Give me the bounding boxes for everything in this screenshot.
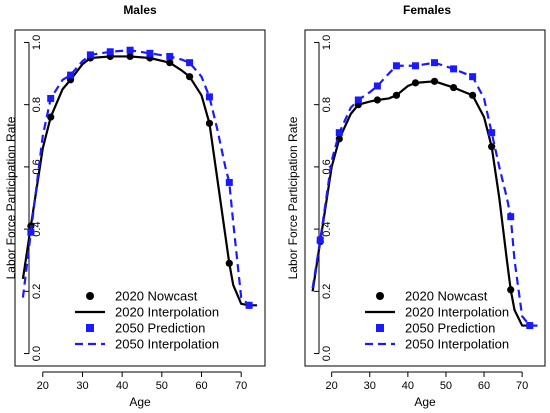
legend-label: 2050 Interpolation — [405, 337, 509, 352]
chart-title: Females — [403, 3, 451, 17]
legend-label: 2050 Prediction — [405, 321, 495, 336]
x-tick-label: 30 — [76, 380, 88, 392]
legend-key-2050-prediction — [376, 324, 384, 332]
x-tick-label: 20 — [326, 380, 338, 392]
series-line-2050-interpolation — [23, 50, 257, 305]
legend-label: 2050 Prediction — [115, 321, 205, 336]
y-tick-label: 1.0 — [321, 35, 333, 50]
x-axis-label: Age — [129, 395, 151, 409]
legend-key-2050-prediction — [86, 324, 94, 332]
y-tick-label: 0.2 — [321, 284, 333, 299]
x-tick-label: 60 — [478, 380, 490, 392]
y-tick-label: 0.0 — [321, 346, 333, 361]
x-axis-label: Age — [414, 395, 436, 409]
legend-key-2020-nowcast — [86, 292, 94, 300]
x-tick-label: 50 — [440, 380, 452, 392]
legend-label: 2020 Interpolation — [115, 305, 219, 320]
series-line-2050-interpolation — [313, 63, 538, 326]
legend-label: 2050 Interpolation — [115, 337, 219, 352]
x-tick-label: 30 — [364, 380, 376, 392]
legend-label: 2020 Interpolation — [405, 305, 509, 320]
x-tick-label: 70 — [516, 380, 528, 392]
x-tick-label: 40 — [116, 380, 128, 392]
y-axis-label: Labor Force Participation Rate — [4, 116, 18, 279]
y-tick-label: 1.0 — [31, 35, 43, 50]
y-tick-label: 0.0 — [31, 346, 43, 361]
y-tick-label: 0.8 — [321, 97, 333, 112]
legend-label: 2020 Nowcast — [115, 289, 198, 304]
legend-label: 2020 Nowcast — [405, 289, 488, 304]
series-line-2020-interpolation — [23, 56, 257, 305]
x-tick-label: 60 — [195, 380, 207, 392]
chart-title: Males — [123, 3, 157, 17]
x-tick-label: 40 — [402, 380, 414, 392]
legend-key-2020-nowcast — [376, 292, 384, 300]
y-axis-label: Labor Force Participation Rate — [286, 116, 300, 279]
x-tick-label: 20 — [37, 380, 49, 392]
x-tick-label: 50 — [156, 380, 168, 392]
y-tick-label: 0.2 — [31, 284, 43, 299]
x-tick-label: 70 — [235, 380, 247, 392]
y-tick-label: 0.8 — [31, 97, 43, 112]
